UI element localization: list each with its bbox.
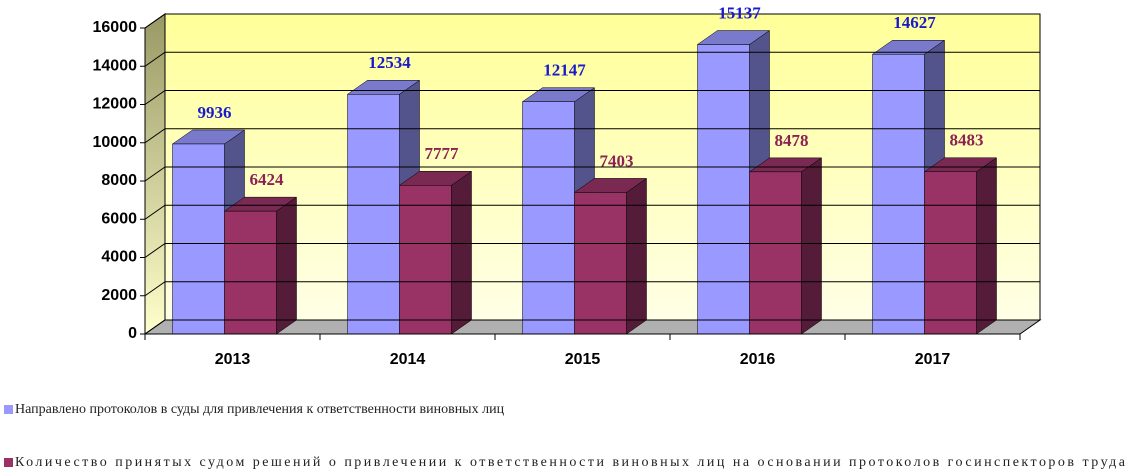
- grid-line: [144, 281, 1040, 297]
- x-tick-label: 2014: [390, 351, 426, 368]
- x-tick-label: 2013: [215, 351, 251, 368]
- bar: [347, 94, 400, 335]
- legend-swatch: [4, 405, 13, 414]
- bar-side: [451, 170, 472, 335]
- y-tick-label: 14000: [93, 57, 138, 74]
- grid-line: [144, 90, 1040, 105]
- value-label: 9936: [198, 103, 232, 122]
- y-tick-label: 12000: [93, 96, 138, 113]
- bar-side: [801, 157, 822, 335]
- value-label: 14627: [893, 13, 936, 32]
- grid-line: [144, 243, 1040, 258]
- bar: [574, 192, 627, 335]
- bar: [872, 54, 925, 335]
- bar: [522, 101, 575, 335]
- bar: [749, 171, 802, 335]
- grid-line: [144, 204, 1040, 220]
- bar: [224, 210, 277, 335]
- grid-line: [144, 319, 1040, 335]
- legend-swatch: [4, 458, 13, 467]
- grid-line: [144, 128, 1040, 144]
- bar-side: [626, 177, 647, 335]
- bar-side: [276, 196, 297, 335]
- value-label: 12534: [368, 53, 411, 72]
- bar-side: [976, 157, 997, 335]
- grid-line: [144, 166, 1040, 182]
- value-label: 8483: [950, 131, 984, 150]
- value-label: 7403: [600, 151, 634, 170]
- x-tick-label: 2016: [740, 351, 776, 368]
- grid-line: [144, 51, 1040, 67]
- value-label: 8478: [775, 131, 809, 150]
- legend-label: Количество принятых судом решений о прив…: [15, 455, 1126, 470]
- bar: [924, 171, 977, 335]
- value-label: 6424: [250, 170, 285, 189]
- grid-line: [144, 13, 1040, 29]
- bar: [697, 44, 750, 335]
- x-tick-label: 2015: [565, 351, 601, 368]
- y-tick-label: 16000: [93, 19, 138, 36]
- y-tick-label: 8000: [101, 172, 137, 189]
- value-label: 12147: [543, 61, 586, 80]
- y-tick-label: 4000: [101, 249, 137, 266]
- y-tick-label: 6000: [101, 210, 137, 227]
- value-label: 15137: [718, 3, 761, 22]
- bar: [399, 185, 452, 335]
- value-label: 7777: [425, 144, 460, 163]
- bar: [172, 143, 225, 335]
- x-tick-label: 2017: [915, 351, 951, 368]
- y-tick-label: 10000: [93, 134, 138, 151]
- y-tick-label: 0: [128, 325, 137, 342]
- y-tick-label: 2000: [101, 287, 137, 304]
- legend-label: Направлено протоколов в суды для привлеч…: [15, 402, 505, 417]
